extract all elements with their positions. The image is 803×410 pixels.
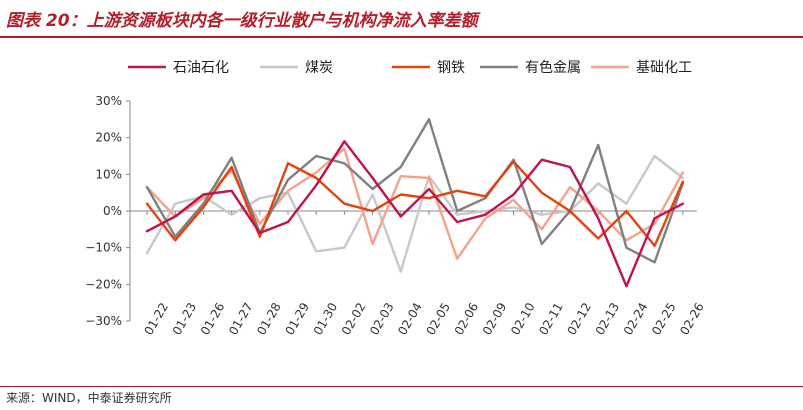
legend-label: 石油石化 <box>173 60 229 76</box>
x-tick-label: 01-23 <box>170 300 200 337</box>
x-tick-label: 02-24 <box>621 300 651 337</box>
y-tick-label: −10% <box>85 241 122 255</box>
footer-divider <box>0 386 803 387</box>
y-tick-label: 0% <box>103 204 122 218</box>
x-tick-label: 02-25 <box>649 300 679 337</box>
series-line <box>145 154 684 273</box>
legend: 石油石化 煤炭 钢铁 有色金属 基础化工 <box>128 59 692 76</box>
x-tick-label: 02-13 <box>593 300 623 337</box>
series-line <box>145 160 684 248</box>
x-tick-label: 01-29 <box>282 300 312 337</box>
x-tick-label: 02-12 <box>564 300 594 337</box>
axes: −30% −20% −10% 0% 10% 20% 30% <box>85 94 697 328</box>
y-tick-label: 20% <box>95 131 122 145</box>
line-chart: 石油石化 煤炭 钢铁 有色金属 基础化工 −30% −20% −10% 0% 10% 20% 30%… <box>85 59 707 338</box>
x-tick-label: 01-30 <box>311 300 341 337</box>
x-tick-label: 01-27 <box>226 300 256 337</box>
x-tick-label: 02-04 <box>395 300 425 337</box>
source-note: 来源：WIND，中泰证券研究所 <box>6 391 172 405</box>
x-tick-label: 02-26 <box>677 300 707 337</box>
y-tick-label: −20% <box>85 277 122 291</box>
x-tick-label: 02-03 <box>367 300 397 337</box>
title-divider <box>0 36 803 38</box>
x-tick-label: 01-28 <box>254 300 284 337</box>
x-tick-label: 02-09 <box>480 300 510 337</box>
x-tick-label: 02-05 <box>423 300 453 337</box>
series-lines <box>145 118 684 288</box>
x-tick-labels: 01-2201-2301-2601-2701-2801-2901-3002-02… <box>141 300 706 337</box>
series-line <box>145 118 684 264</box>
x-tick-label: 02-06 <box>452 300 482 337</box>
x-tick-label: 02-10 <box>508 300 538 337</box>
x-tick-label: 02-02 <box>339 300 369 337</box>
legend-label: 基础化工 <box>636 59 692 76</box>
legend-label: 煤炭 <box>305 60 333 76</box>
y-tick-label: 30% <box>95 94 122 108</box>
series-line <box>145 140 684 288</box>
x-tick-label: 01-26 <box>198 300 228 337</box>
x-tick-label: 02-11 <box>536 300 566 337</box>
legend-label: 有色金属 <box>525 59 581 76</box>
y-tick-label: 10% <box>95 167 122 181</box>
chart-title: 图表 20：上游资源板块内各一级行业散户与机构净流入率差额 <box>6 11 478 31</box>
y-tick-label: −30% <box>85 314 122 328</box>
x-tick-label: 01-22 <box>141 300 171 337</box>
legend-label: 钢铁 <box>437 60 465 76</box>
